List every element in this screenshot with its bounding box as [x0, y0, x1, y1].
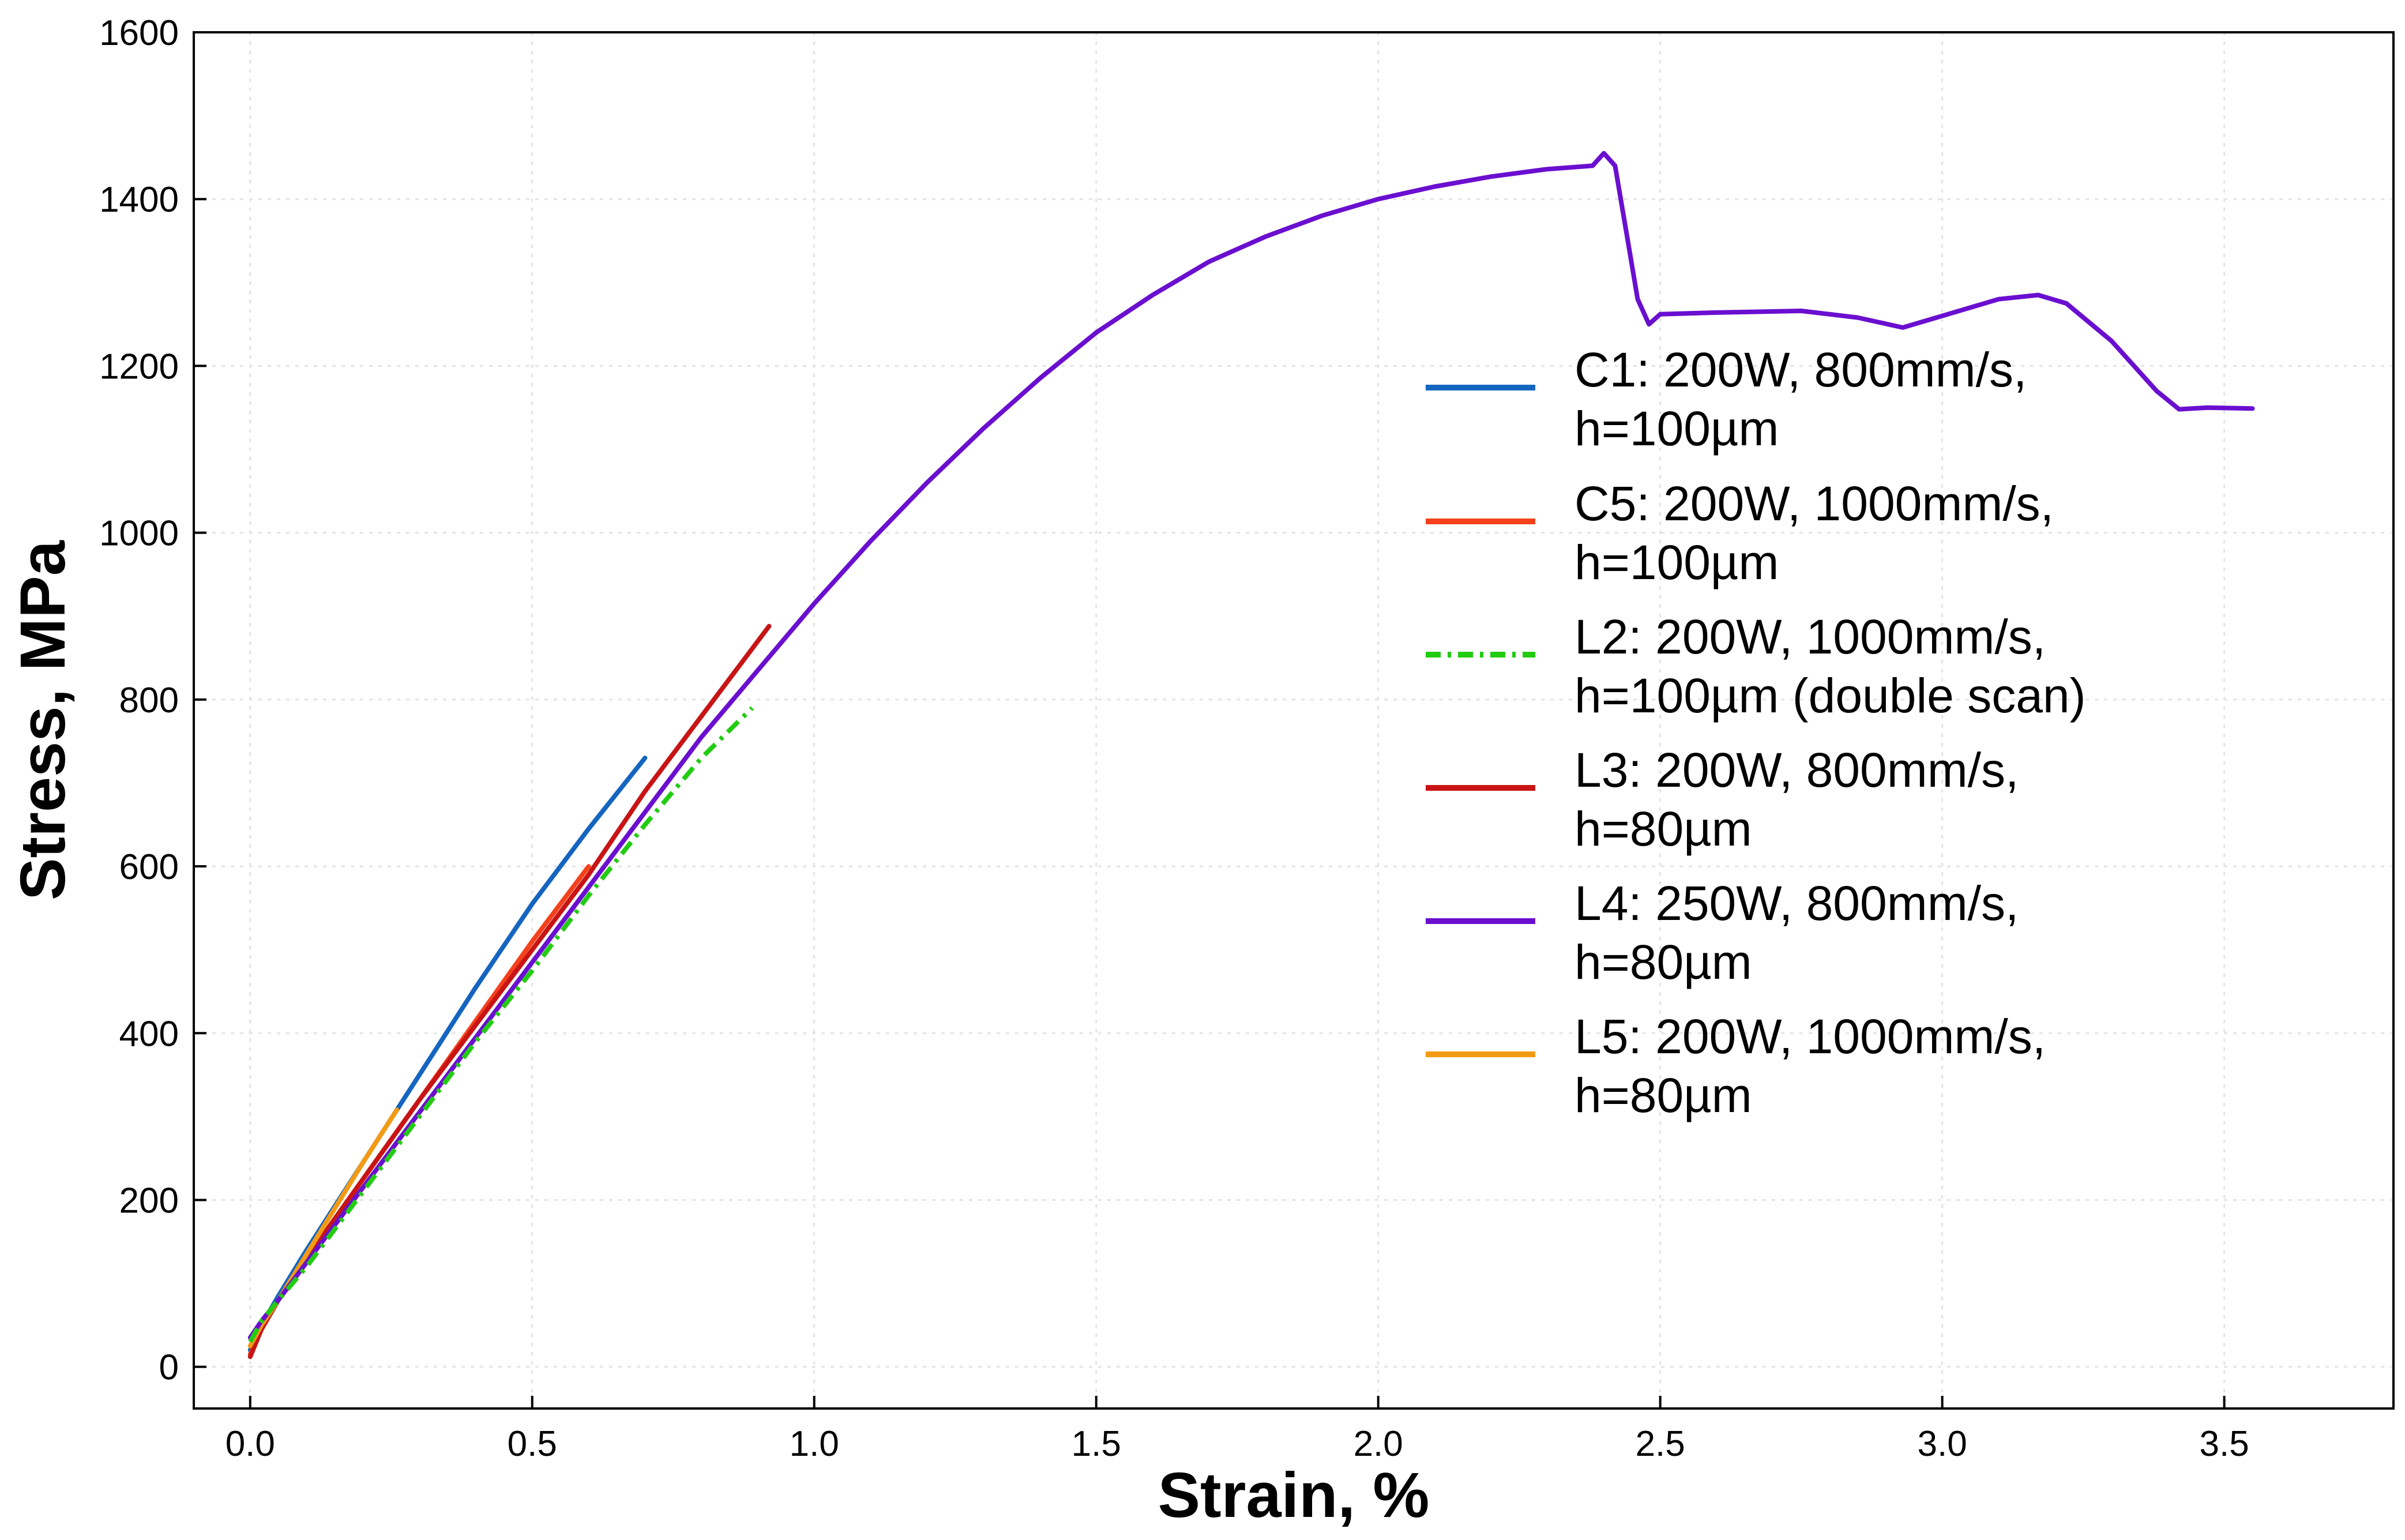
legend-label-5-line1: L5: 200W, 1000mm/s, — [1574, 1009, 2046, 1064]
legend-label-4-line1: L4: 250W, 800mm/s, — [1574, 876, 2019, 930]
y-tick-label: 600 — [119, 847, 179, 887]
series-line-5 — [247, 1107, 400, 1349]
legend-label-2-line1: L2: 200W, 1000mm/s, — [1574, 610, 2046, 664]
legend-label-0-line1: C1: 200W, 800mm/s, — [1574, 343, 2027, 397]
legend-label-3-line1: L3: 200W, 800mm/s, — [1574, 743, 2019, 797]
y-tick-label: 400 — [119, 1014, 179, 1054]
legend-label-4-line2: h=80µm — [1574, 935, 1752, 989]
x-tick-label: 3.0 — [1918, 1424, 1967, 1464]
x-tick-label: 1.5 — [1072, 1424, 1121, 1464]
y-axis-title: Stress, MPa — [7, 540, 78, 900]
legend-label-1-line2: h=100µm — [1574, 535, 1779, 589]
y-tick-label: 1400 — [99, 180, 179, 220]
x-tick-label: 0.0 — [226, 1424, 275, 1464]
y-tick-label: 1000 — [99, 514, 179, 554]
y-tick-label: 200 — [119, 1181, 179, 1220]
legend-label-1-line1: C5: 200W, 1000mm/s, — [1574, 476, 2054, 531]
y-tick-label: 0 — [159, 1348, 179, 1388]
y-tick-label: 800 — [119, 681, 179, 720]
x-axis-ticks: 0.0 0.5 1.0 1.5 2.0 2.5 3.0 3.5 — [226, 1396, 2249, 1464]
plot-frame — [193, 31, 2395, 1410]
series-lines — [247, 151, 2255, 1359]
x-tick-label: 3.5 — [2200, 1424, 2249, 1464]
series-line-4 — [247, 151, 2255, 1340]
legend-label-2-line2: h=100µm (double scan) — [1574, 668, 2086, 723]
y-tick-label: 1600 — [99, 13, 179, 53]
legend-label-0-line2: h=100µm — [1574, 401, 1779, 456]
y-axis-ticks: 0 200 400 600 800 1000 1200 1400 1600 — [99, 13, 206, 1388]
legend-label-5-line2: h=80µm — [1574, 1068, 1752, 1122]
x-tick-label: 1.0 — [790, 1424, 839, 1464]
x-tick-label: 2.0 — [1354, 1424, 1403, 1464]
series-line-2 — [248, 706, 754, 1343]
y-tick-label: 1200 — [99, 347, 179, 386]
x-tick-label: 2.5 — [1636, 1424, 1685, 1464]
legend-label-3-line2: h=80µm — [1574, 802, 1752, 856]
x-axis-title: Strain, % — [1158, 1460, 1430, 1531]
x-tick-label: 0.5 — [508, 1424, 557, 1464]
